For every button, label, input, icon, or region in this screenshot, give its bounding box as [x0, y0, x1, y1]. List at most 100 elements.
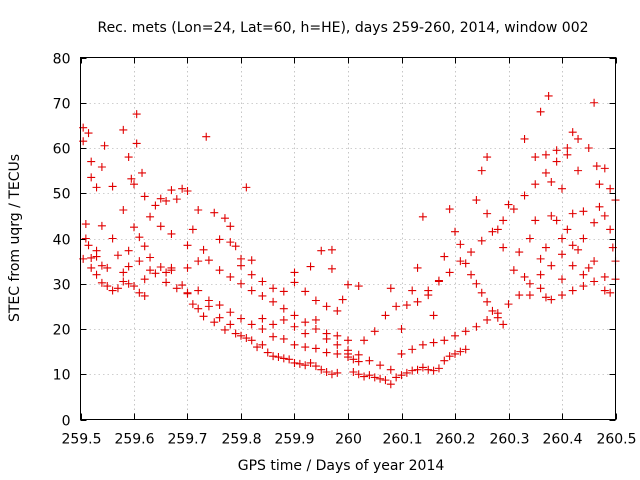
data-point — [220, 214, 229, 223]
data-point — [215, 301, 224, 310]
data-point — [547, 295, 556, 304]
data-point — [317, 365, 326, 374]
data-point — [493, 309, 502, 318]
data-point — [499, 320, 508, 329]
data-point — [97, 163, 106, 172]
data-point — [520, 191, 529, 200]
data-point — [370, 327, 379, 336]
data-point — [509, 266, 518, 275]
data-point — [132, 139, 141, 148]
data-point — [188, 225, 197, 234]
data-point — [558, 234, 566, 243]
data-point — [301, 318, 310, 327]
data-point — [338, 295, 347, 304]
data-point — [237, 261, 245, 270]
data-point — [81, 220, 90, 229]
data-point — [130, 180, 138, 189]
data-point — [183, 263, 192, 272]
data-point — [477, 236, 486, 245]
x-tick-label: 260.2 — [435, 432, 475, 448]
data-point — [210, 208, 219, 217]
data-point — [135, 257, 144, 266]
data-point — [210, 318, 219, 327]
x-tick-label: 260.5 — [596, 432, 636, 448]
data-point — [167, 229, 176, 238]
y-tick-label: 50 — [53, 187, 71, 203]
data-point — [483, 153, 492, 162]
data-point — [370, 373, 379, 382]
y-tick-label: 10 — [53, 368, 71, 384]
data-point — [563, 150, 572, 159]
data-point — [584, 263, 593, 272]
data-point — [344, 336, 352, 345]
y-tick-label: 40 — [53, 233, 71, 249]
y-axis-label: STEC from uqrg / TECUs — [7, 154, 23, 322]
data-point — [279, 287, 288, 296]
data-point — [87, 263, 96, 272]
data-point — [397, 325, 406, 333]
data-point — [461, 327, 470, 336]
data-point — [386, 284, 395, 293]
data-point — [429, 338, 438, 347]
data-point — [574, 245, 583, 254]
data-point — [301, 343, 310, 352]
data-point — [103, 282, 112, 291]
data-point — [595, 180, 604, 189]
data-point — [167, 266, 176, 275]
data-point — [237, 314, 245, 323]
data-point — [344, 280, 352, 289]
data-point — [429, 311, 438, 320]
x-tick-label: 259.9 — [274, 432, 314, 448]
data-point — [600, 164, 609, 173]
data-point — [579, 282, 588, 291]
data-point — [354, 350, 363, 359]
data-point — [606, 225, 615, 234]
data-point — [140, 242, 149, 251]
data-point — [306, 262, 315, 271]
data-point — [440, 356, 449, 365]
data-point — [92, 252, 101, 261]
data-point — [108, 286, 117, 295]
data-point — [504, 200, 513, 209]
x-tick-label: 260 — [335, 432, 362, 448]
data-point — [590, 218, 599, 227]
data-point — [103, 263, 112, 272]
data-point — [445, 352, 454, 361]
data-point — [97, 261, 106, 270]
data-point — [274, 353, 283, 362]
data-point — [413, 297, 422, 306]
data-point — [188, 300, 197, 309]
data-point — [92, 183, 101, 192]
data-point — [445, 205, 454, 214]
data-point — [258, 291, 267, 300]
data-point — [509, 205, 518, 214]
data-point — [269, 320, 278, 329]
data-point — [119, 205, 128, 214]
data-point — [477, 288, 486, 297]
data-point — [215, 235, 224, 244]
data-point — [269, 352, 278, 361]
data-point — [162, 196, 171, 205]
data-point — [135, 233, 144, 242]
data-point — [247, 336, 256, 345]
data-point — [269, 284, 278, 293]
y-tick-label: 20 — [53, 323, 71, 339]
data-point — [226, 272, 235, 281]
data-point — [467, 270, 476, 279]
data-point — [531, 153, 540, 162]
data-point — [451, 331, 459, 340]
data-point — [381, 376, 390, 385]
data-point — [544, 91, 553, 100]
data-point — [440, 252, 449, 261]
data-point — [541, 243, 550, 252]
data-point — [349, 367, 358, 376]
data-point — [558, 291, 566, 300]
data-point — [568, 209, 577, 218]
data-point — [162, 268, 171, 277]
x-tick-label: 260.4 — [542, 432, 582, 448]
data-point — [146, 253, 155, 262]
data-point — [247, 270, 256, 279]
data-point — [290, 358, 299, 367]
data-point — [531, 216, 540, 225]
